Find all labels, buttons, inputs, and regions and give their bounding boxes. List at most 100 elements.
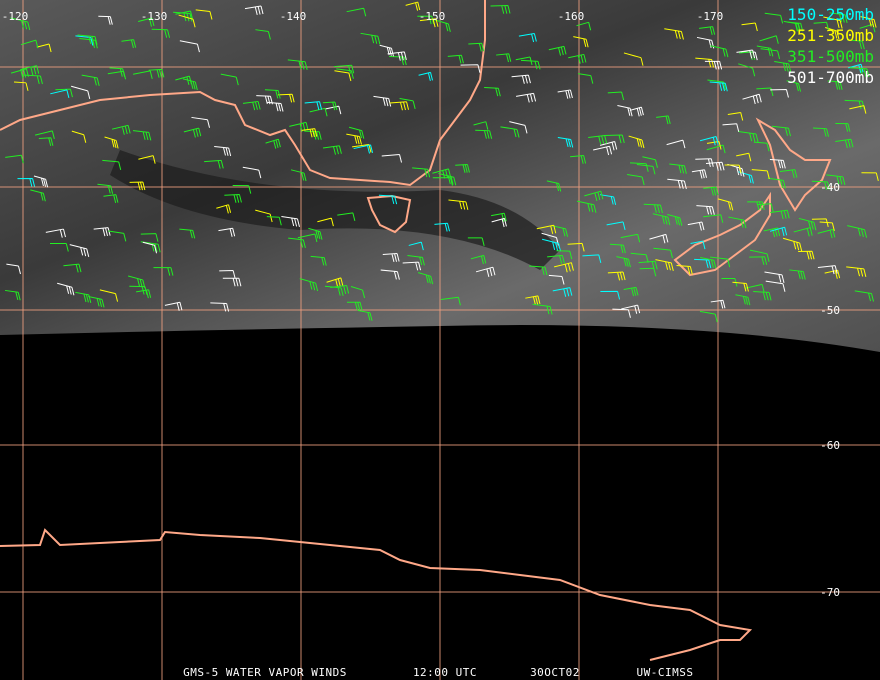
wind-barb: [724, 164, 742, 174]
wind-barb: [700, 257, 717, 269]
wind-barb: [304, 130, 322, 140]
wind-barb: [352, 144, 372, 153]
wind-barb: [440, 296, 461, 306]
wind-barb: [606, 221, 626, 230]
wind-barb: [218, 227, 236, 237]
wind-barb: [656, 115, 671, 125]
wind-barb: [728, 216, 747, 229]
wind-barb: [825, 27, 840, 40]
wind-barb: [769, 159, 786, 169]
wind-barb: [829, 12, 848, 24]
wind-barb: [173, 11, 193, 22]
wind-barb: [764, 271, 785, 283]
wind-barb: [104, 136, 119, 149]
wind-barb: [379, 44, 394, 57]
wind-barb: [703, 186, 719, 196]
wind-barb: [484, 87, 501, 97]
wind-barb: [639, 267, 657, 277]
wind-barb: [757, 203, 774, 212]
wind-barb: [4, 289, 21, 301]
wind-barb: [467, 237, 485, 246]
wind-barb: [380, 269, 400, 280]
wind-barb: [132, 70, 153, 80]
wind-barb: [759, 35, 779, 44]
wind-barb: [242, 166, 262, 179]
wind-barb: [6, 263, 21, 275]
wind-barb: [242, 100, 261, 111]
wind-barb: [107, 70, 127, 80]
wind-barb: [696, 36, 715, 49]
wind-barb: [309, 107, 328, 117]
wind-barb: [813, 127, 830, 137]
wind-barb: [349, 126, 365, 139]
wind-barb: [468, 42, 485, 52]
wind-barb: [179, 40, 200, 53]
wind-barb: [736, 49, 756, 59]
wind-barb: [687, 221, 705, 231]
wind-barb: [769, 226, 788, 237]
wind-barb: [703, 214, 724, 223]
wind-barb: [518, 33, 537, 43]
wind-barb: [336, 68, 354, 79]
wind-barb: [567, 242, 585, 252]
wind-barb: [418, 71, 434, 81]
wind-barb: [742, 93, 762, 105]
wind-barb: [460, 64, 481, 73]
wind-barb: [735, 294, 751, 306]
wind-barb: [756, 87, 774, 97]
wind-barb: [399, 97, 416, 110]
wind-barb: [849, 67, 870, 78]
wind-barb: [765, 280, 786, 292]
wind-barb: [536, 224, 557, 234]
wind-barb: [88, 296, 105, 308]
wind-barb: [10, 68, 29, 79]
wind-barb: [473, 121, 489, 130]
wind-barb: [178, 14, 196, 28]
wind-barb: [753, 141, 770, 152]
wind-barb: [629, 162, 649, 172]
wind-barb: [847, 225, 868, 238]
wind-barb: [334, 70, 352, 82]
wind-barb: [695, 57, 715, 68]
dry-slot: [110, 150, 560, 270]
wind-barb: [378, 194, 398, 205]
wind-barb: [666, 139, 686, 149]
wind-barb: [770, 209, 790, 220]
wind-barb: [811, 180, 830, 190]
wind-barb: [402, 261, 422, 271]
wind-barb: [244, 5, 264, 16]
wind-barb: [529, 265, 548, 276]
wind-barb: [232, 185, 252, 194]
wind-barb: [438, 173, 457, 186]
wind-barb: [705, 161, 725, 171]
wind-barb: [210, 302, 230, 312]
wind-barb: [767, 177, 786, 189]
wind-barb: [111, 124, 131, 135]
wind-barb: [623, 286, 639, 297]
wind-barb: [835, 138, 854, 149]
wind-barb: [220, 73, 239, 86]
wind-barb: [738, 130, 759, 143]
wind-barb: [823, 16, 843, 29]
wind-barb: [45, 228, 66, 238]
wind-barb: [77, 34, 98, 45]
wind-barb: [132, 130, 152, 141]
wind-barb: [264, 89, 281, 99]
latitude-label: -70: [820, 586, 840, 599]
wind-barb: [491, 217, 507, 228]
wind-barb: [642, 156, 658, 168]
longitude-label: -130: [141, 10, 168, 23]
legend-entry: 351-500mb: [787, 47, 874, 66]
wind-barb: [255, 29, 271, 40]
wind-barb: [289, 121, 309, 132]
wind-barb: [63, 263, 82, 273]
wind-barb: [164, 301, 183, 311]
wind-barb: [570, 155, 587, 164]
wind-barb: [10, 17, 31, 31]
wind-barb: [835, 122, 851, 132]
wind-barb: [389, 101, 410, 111]
wind-barb: [783, 20, 801, 32]
wind-barb: [417, 15, 435, 25]
wind-barb: [511, 74, 531, 84]
